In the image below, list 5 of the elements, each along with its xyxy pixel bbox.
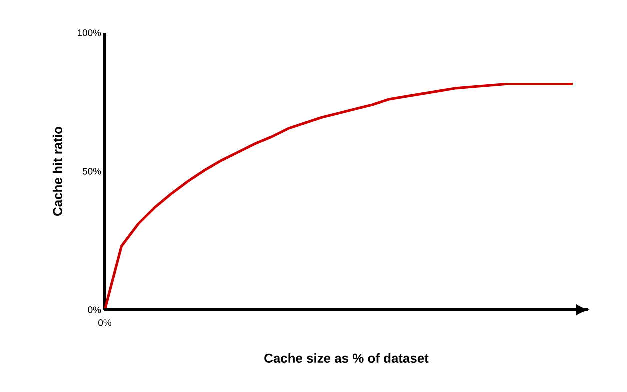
y-axis-title: Cache hit ratio — [52, 127, 62, 216]
x-axis-title: Cache size as % of dataset — [264, 354, 429, 364]
y-tick-label: 0% — [88, 306, 102, 314]
y-tick-label: 100% — [78, 30, 102, 36]
y-tick-label: 50% — [82, 168, 102, 175]
